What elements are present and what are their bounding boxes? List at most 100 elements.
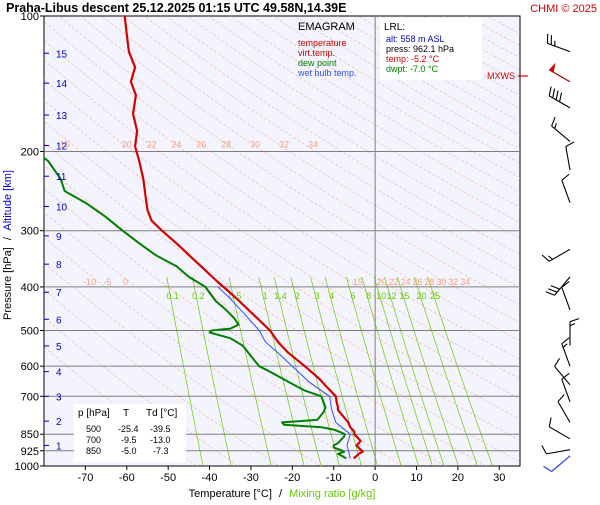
plot-area	[44, 16, 520, 466]
dry-adiabat-label: 20	[122, 139, 132, 149]
altitude-tick-label: 2	[56, 417, 62, 428]
pressure-tick-label: 1000	[15, 461, 39, 473]
table-row-850-td: -7.3	[153, 446, 169, 456]
dry-adiabat-label: -10	[83, 277, 96, 287]
data-table: p [hPa] T Td [°C] 500 -25.4 -39.5 700 -9…	[74, 404, 186, 462]
x-tick-label: 0	[372, 472, 378, 484]
altitude-tick-label: 3	[56, 392, 62, 403]
altitude-tick-label: 1	[56, 441, 62, 452]
table-row-500-t: -25.4	[118, 424, 139, 434]
mixing-ratio-label: 15	[399, 291, 409, 301]
table-row-850-p: 850	[86, 446, 101, 456]
y-axis-label-sep: /	[2, 236, 14, 240]
altitude-tick-label: 12	[56, 142, 68, 153]
x-tick-label: -50	[160, 472, 176, 484]
pressure-tick-label: 300	[21, 226, 39, 238]
mixing-ratio-label: 3	[315, 291, 320, 301]
table-header-p: p [hPa]	[78, 408, 110, 419]
altitude-tick-label: 11	[56, 172, 67, 183]
altitude-tick-label: 14	[56, 79, 68, 90]
dry-adiabat-label: 26	[413, 277, 423, 287]
dry-adiabat-label: 15	[353, 277, 363, 287]
altitude-tick-label: 8	[56, 260, 62, 271]
legend-diagram: EMAGRAM	[298, 21, 355, 33]
credit: CHMI © 2025	[530, 3, 597, 15]
dry-adiabat-label: 24	[171, 139, 181, 149]
x-tick-label: -10	[326, 472, 342, 484]
x-axis-label-extra: Mixing ratio [g/kg]	[289, 488, 375, 500]
x-tick-label: -20	[284, 472, 300, 484]
mixing-ratio-label: 1	[263, 291, 268, 301]
altitude-tick-label: 13	[56, 111, 68, 122]
mixing-ratio-label: 6	[351, 291, 356, 301]
lrl-box: LRL: alt: 558 m ASL press: 962.1 hPa tem…	[380, 18, 482, 80]
lrl-press: press: 962.1 hPa	[386, 44, 454, 54]
altitude-tick-label: 5	[56, 342, 62, 353]
pressure-tick-label: 850	[21, 429, 39, 441]
x-axis-label-main: Temperature [°C]	[189, 488, 272, 500]
altitude-tick-label: 7	[56, 288, 62, 299]
y-axis-label-extra: Altitude [km]	[2, 170, 14, 231]
table-row-700-td: -13.0	[150, 435, 171, 445]
altitude-tick-label: 15	[56, 49, 68, 60]
x-tick-label: -40	[202, 472, 218, 484]
dry-adiabat-label: 0	[123, 277, 128, 287]
legend-virt-temp: virt.temp.	[298, 48, 335, 58]
maxws-label: MXWS	[487, 71, 515, 81]
x-tick-label: 20	[452, 472, 464, 484]
mixing-ratio-label: 10	[376, 291, 386, 301]
dry-adiabat-label: 32	[279, 139, 289, 149]
table-row-700-t: -9.5	[121, 435, 137, 445]
y-axis-label: Pressure [hPa] / Altitude [km]	[2, 170, 14, 320]
legend-wet-bulb: wet bulb temp.	[297, 68, 357, 78]
dry-adiabat-label: 26	[196, 139, 206, 149]
lrl-alt: alt: 558 m ASL	[386, 34, 445, 44]
x-axis-label: Temperature [°C] / Mixing ratio [g/kg]	[189, 488, 376, 500]
dry-adiabat-label: 34	[460, 277, 470, 287]
mixing-ratio-label: 12	[386, 291, 396, 301]
dry-adiabat-label: 24	[401, 277, 411, 287]
x-tick-label: -60	[119, 472, 135, 484]
pressure-tick-label: 500	[21, 326, 39, 338]
pressure-tick-label: 400	[21, 282, 39, 294]
pressure-tick-label: 925	[21, 446, 39, 458]
legend-temperature: temperature	[298, 38, 347, 48]
pressure-tick-label: 200	[21, 146, 39, 158]
pressure-tick-label: 700	[21, 391, 39, 403]
dry-adiabat-label: 30	[436, 277, 446, 287]
altitude-tick-label: 6	[56, 315, 62, 326]
lrl-title: LRL:	[384, 22, 405, 33]
dry-adiabat-label: 34	[308, 139, 318, 149]
table-row-700-p: 700	[86, 435, 101, 445]
dry-adiabat-label: 22	[389, 277, 399, 287]
x-axis-label-sep: /	[279, 488, 283, 500]
mixing-ratio-label: 2	[295, 291, 300, 301]
altitude-tick-label: 10	[56, 202, 68, 213]
dry-adiabat-label: 20	[377, 277, 387, 287]
lrl-temp: temp: -5.2 °C	[386, 54, 440, 64]
table-row-850-t: -5.0	[121, 446, 137, 456]
dry-adiabat-label: 28	[424, 277, 434, 287]
x-tick-label: 10	[410, 472, 422, 484]
x-tick-label: -70	[77, 472, 93, 484]
altitude-tick-label: 9	[56, 232, 62, 243]
table-row-500-td: -39.5	[150, 424, 171, 434]
mixing-ratio-label: 25	[430, 291, 440, 301]
altitude-tick-label: 4	[56, 368, 62, 379]
mixing-ratio-label: 20	[416, 291, 426, 301]
mixing-ratio-label: 4	[329, 291, 334, 301]
mixing-ratio-label: 0.2	[192, 291, 205, 301]
x-tick-label: -30	[243, 472, 259, 484]
mixing-ratio-label: 0.1	[166, 291, 179, 301]
table-header-td: Td [°C]	[146, 408, 177, 419]
pressure-tick-label: 600	[21, 361, 39, 373]
dry-adiabat-label: 22	[147, 139, 157, 149]
dry-adiabat-label: 30	[250, 139, 260, 149]
y-axis-label-main: Pressure [hPa]	[2, 247, 14, 320]
x-tick-label: 30	[493, 472, 505, 484]
mixing-ratio-label: 8	[366, 291, 371, 301]
dry-adiabat-label: -5	[104, 277, 112, 287]
table-row-500-p: 500	[86, 424, 101, 434]
